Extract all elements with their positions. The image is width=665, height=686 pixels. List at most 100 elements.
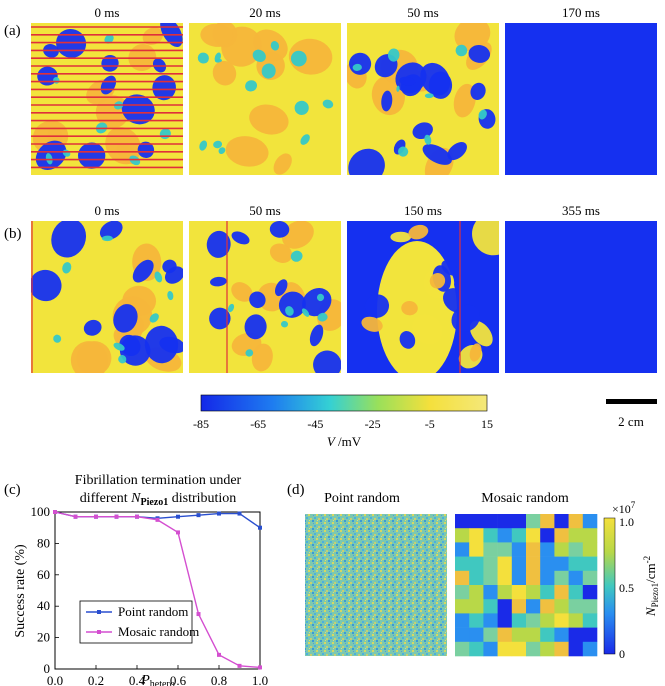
- point-mosaic-random: [53, 510, 57, 514]
- mosaic-cell: [455, 627, 470, 643]
- panel_a-frame-0-time: 0 ms: [95, 5, 120, 20]
- panel-a-frames: 0 ms 20 ms 50 ms 170 ms: [31, 5, 657, 175]
- panel_a-frame-1: 20 ms: [189, 5, 341, 175]
- point-mosaic-random: [73, 514, 78, 519]
- point-mosaic-random: [237, 663, 242, 668]
- y-axis-label: Success rate (%): [13, 544, 28, 638]
- panel-d: Point random Mosaic random ×107 1.0 0.5 …: [305, 491, 660, 661]
- mosaic-cell: [526, 585, 541, 600]
- panel_a-frame-3-time: 170 ms: [562, 5, 600, 20]
- plot-frame: [54, 511, 261, 670]
- panel-c-label: (c): [4, 482, 21, 498]
- mosaic-cell: [469, 627, 484, 643]
- mosaic-cell: [497, 570, 513, 586]
- mosaic-cell: [554, 613, 569, 628]
- mosaic-cell: [540, 514, 555, 529]
- legend: Point random Mosaic random: [79, 600, 199, 644]
- voltage-tick: 15: [481, 417, 493, 431]
- voltage-tick: -25: [365, 417, 381, 431]
- mosaic-cell: [554, 556, 569, 572]
- mosaic-cell: [469, 514, 484, 529]
- point-mosaic-random: [217, 652, 221, 657]
- point-random-title: Point random: [324, 491, 400, 506]
- panel_b-frame-3: 355 ms: [505, 203, 657, 373]
- npiezo-colorbar: [603, 517, 616, 655]
- mosaic-cell: [497, 627, 513, 643]
- mosaic-cell: [540, 585, 555, 600]
- mosaic-cell: [511, 556, 527, 572]
- point-random-map: [305, 514, 447, 656]
- point-mosaic-random: [258, 665, 262, 670]
- mosaic-cell: [540, 556, 555, 572]
- scale-bar-label: 2 cm: [618, 414, 644, 429]
- x-tick-label: 1.0: [252, 673, 268, 686]
- panel-b-frames: 0 ms 50 ms 150 ms 355 ms: [31, 203, 657, 373]
- voltage-colorbar-label: V /mV: [327, 434, 362, 449]
- mosaic-cell: [568, 641, 584, 657]
- mosaic-cell: [554, 514, 569, 529]
- mosaic-cell: [568, 599, 584, 614]
- mosaic-cell: [526, 556, 541, 572]
- legend-mosaic-random-marker: [97, 630, 101, 634]
- mosaic-cell: [469, 528, 484, 543]
- panel_b-frame-2: 150 ms: [347, 203, 499, 373]
- mosaic-cell: [497, 556, 513, 572]
- mosaic-cell: [469, 599, 484, 614]
- mosaic-cell: [582, 627, 598, 643]
- mosaic-cell: [469, 570, 484, 586]
- panel_a-frame-2-time: 50 ms: [407, 5, 438, 20]
- x-tick-label: 0.6: [170, 673, 187, 686]
- x-tick-label: 0.0: [47, 673, 63, 686]
- mosaic-cell: [568, 627, 584, 643]
- mosaic-cell: [582, 599, 598, 614]
- mosaic-cell: [526, 613, 541, 628]
- mosaic-cell: [540, 627, 555, 643]
- mosaic-cell: [511, 585, 527, 600]
- mosaic-cell: [483, 641, 498, 657]
- mosaic-cell: [526, 514, 541, 529]
- mosaic-cell: [483, 585, 498, 600]
- mosaic-cell: [469, 585, 484, 600]
- mosaic-cell: [455, 570, 470, 586]
- mosaic-cell: [582, 556, 598, 572]
- panel_b-frame-3-time: 355 ms: [562, 203, 600, 218]
- mosaic-cell: [554, 627, 569, 643]
- x-tick-label: 0.8: [211, 673, 227, 686]
- mosaic-cell: [582, 613, 598, 628]
- mosaic-cell: [469, 542, 484, 557]
- mosaic-cell: [497, 585, 513, 600]
- panel_b-frame-0-time: 0 ms: [95, 203, 120, 218]
- point-mosaic-random: [196, 612, 201, 617]
- mosaic-cell: [526, 641, 541, 657]
- y-tick-label: 0: [44, 661, 51, 676]
- mosaic-random-map: [455, 514, 598, 657]
- point-mosaic-random: [114, 514, 119, 519]
- npiezo-colorbar-exponent: ×107: [612, 500, 636, 516]
- mosaic-cell: [540, 613, 555, 628]
- mosaic-cell: [497, 542, 513, 557]
- voltage-tick: -65: [250, 417, 266, 431]
- mosaic-cell: [511, 542, 527, 557]
- x-tick-label: 0.4: [129, 673, 146, 686]
- y-tick-label: 80: [37, 535, 50, 550]
- mosaic-cell: [582, 585, 598, 600]
- mosaic-cell: [526, 599, 541, 614]
- mosaic-cell: [540, 641, 555, 657]
- mosaic-cell: [568, 542, 584, 557]
- panel_a-frame-1-time: 20 ms: [249, 5, 280, 20]
- panel-c-chart: Fibrillation termination under different…: [13, 473, 268, 686]
- mosaic-cell: [455, 585, 470, 600]
- mosaic-cell: [511, 613, 527, 628]
- mosaic-cell: [511, 599, 527, 614]
- panel_a-frame-0: 0 ms: [31, 5, 183, 175]
- point-mosaic-random: [176, 530, 180, 535]
- mosaic-cell: [568, 514, 584, 529]
- mosaic-cell: [526, 528, 541, 543]
- mosaic-cell: [469, 641, 484, 657]
- mosaic-cell: [511, 641, 527, 657]
- point-mosaic-random: [94, 514, 98, 519]
- mosaic-cell: [568, 556, 584, 572]
- point-mosaic-random: [135, 514, 139, 519]
- mosaic-cell: [497, 641, 513, 657]
- voltage-tick: -85: [193, 417, 209, 431]
